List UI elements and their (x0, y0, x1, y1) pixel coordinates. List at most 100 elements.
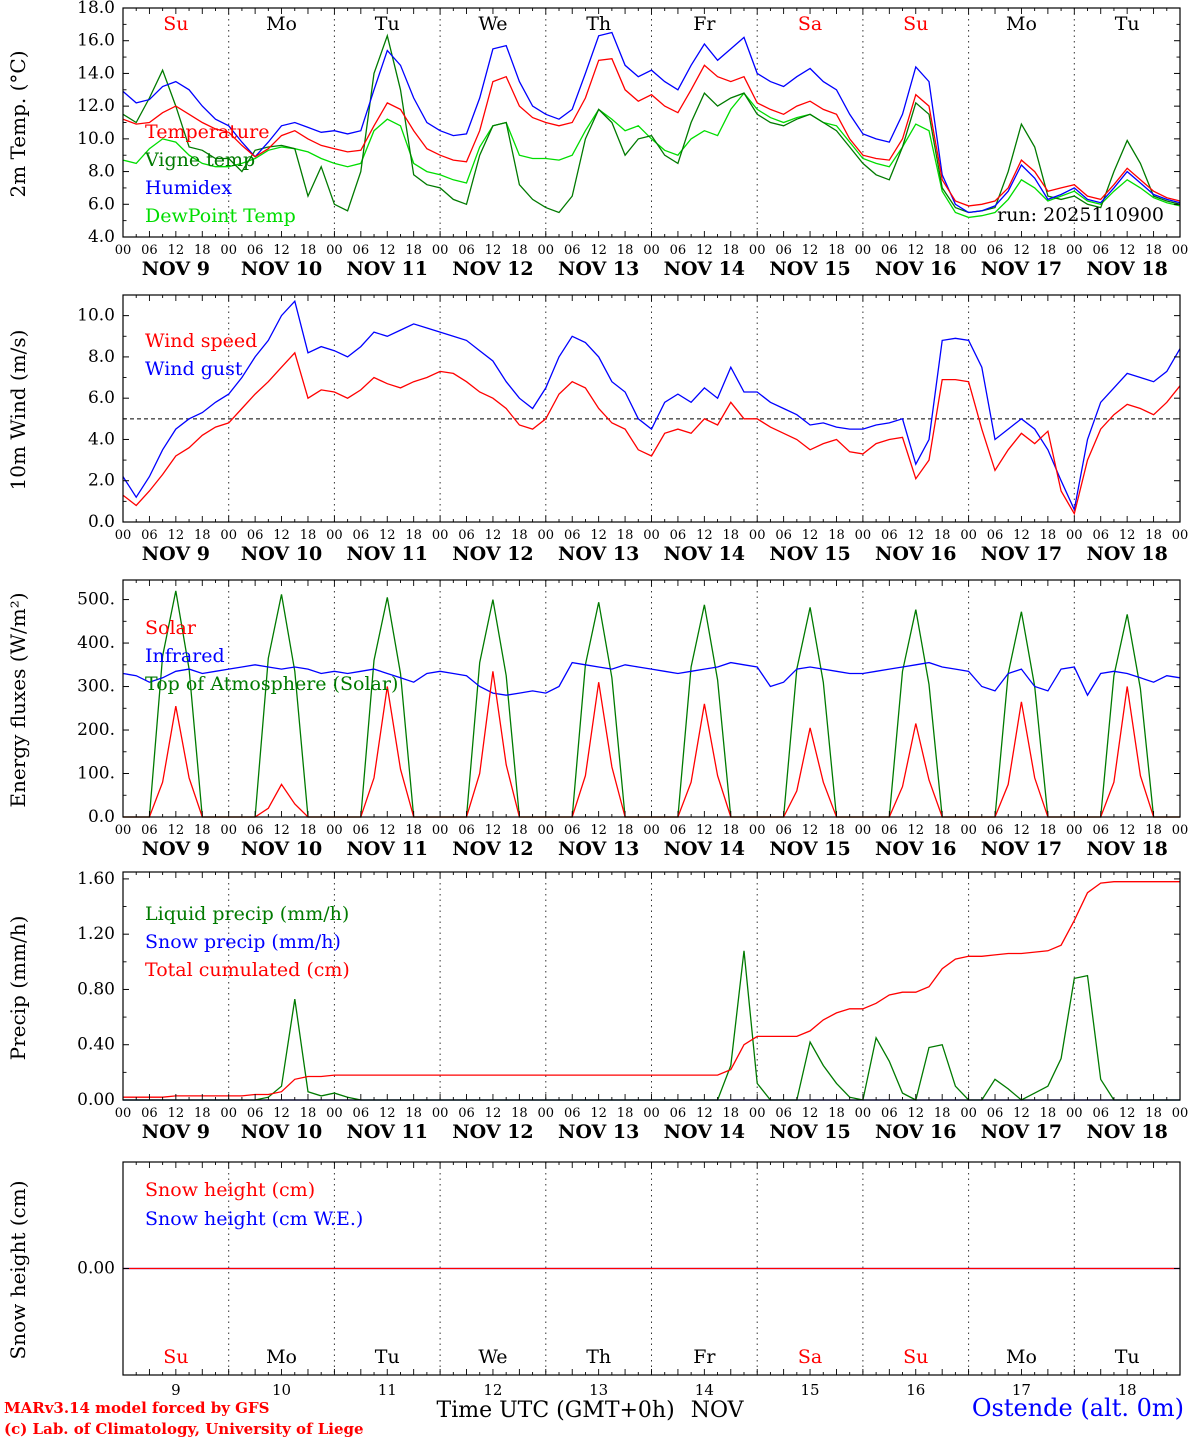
date-label: NOV 10 (241, 1121, 322, 1143)
date-label: NOV 15 (769, 838, 850, 860)
hour-tick-label: 06 (1092, 1106, 1109, 1121)
hour-tick-label: 00 (1066, 243, 1083, 258)
date-label: NOV 13 (558, 543, 639, 565)
date-label: NOV 10 (241, 258, 322, 280)
hour-tick-label: 06 (458, 528, 475, 543)
hour-tick-label: 18 (723, 243, 740, 258)
hour-tick-label: 12 (1013, 528, 1030, 543)
y-axis-label-temperature: 2m Temp. (°C) (6, 50, 30, 198)
date-label: NOV 11 (347, 1121, 428, 1143)
hour-tick-label: 18 (405, 823, 422, 838)
hour-tick-label: 06 (987, 1106, 1004, 1121)
hour-tick-label: 12 (590, 1106, 607, 1121)
hour-tick-label: 12 (379, 1106, 396, 1121)
hour-tick-label: 06 (141, 1106, 158, 1121)
date-label: NOV 17 (981, 1121, 1062, 1143)
date-label: NOV 10 (241, 838, 322, 860)
hour-tick-label: 06 (353, 1106, 370, 1121)
date-label: NOV 16 (875, 838, 956, 860)
hour-tick-label: 18 (511, 1106, 528, 1121)
hour-tick-label: 18 (300, 243, 317, 258)
hour-tick-label: 06 (141, 243, 158, 258)
model-run-label: run: 2025110900 (997, 204, 1164, 226)
hour-tick-label: 00 (1066, 528, 1083, 543)
legend-humidex: Humidex (145, 177, 232, 199)
date-label: NOV 11 (347, 838, 428, 860)
date-label: NOV 9 (142, 258, 210, 280)
y-tick-label: 16.0 (77, 31, 115, 51)
weekday-label: Mo (1006, 1346, 1037, 1368)
hour-tick-label: 00 (115, 1106, 132, 1121)
station-name: Ostende (alt. 0m) (971, 1394, 1184, 1422)
hour-tick-label: 00 (643, 243, 660, 258)
hour-tick-label: 12 (485, 823, 502, 838)
y-tick-label: 10.0 (77, 129, 115, 149)
x-axis-title-text: Time UTC (GMT+0h) (436, 1398, 675, 1423)
hour-tick-label: 12 (168, 823, 185, 838)
legend-wind-gust: Wind gust (145, 358, 243, 380)
hour-tick-label: 00 (326, 528, 343, 543)
date-label: NOV 16 (875, 258, 956, 280)
hour-tick-label: 12 (273, 1106, 290, 1121)
day-number-label: 13 (589, 1381, 608, 1399)
hour-tick-label: 12 (379, 823, 396, 838)
hour-tick-label: 06 (564, 243, 581, 258)
day-number-label: 17 (1012, 1381, 1031, 1399)
x-axis-title: Time UTC (GMT+0h) NOV (370, 1398, 810, 1423)
hour-tick-label: 00 (326, 823, 343, 838)
legend-solar: Solar (145, 617, 197, 639)
y-tick-label: 4.0 (88, 429, 115, 449)
weekday-label: Tu (375, 1346, 400, 1368)
hour-tick-label: 00 (1172, 528, 1189, 543)
hour-tick-label: 18 (405, 528, 422, 543)
hour-tick-label: 06 (1092, 243, 1109, 258)
hour-tick-label: 18 (828, 528, 845, 543)
hour-tick-label: 06 (987, 528, 1004, 543)
hour-tick-label: 18 (300, 528, 317, 543)
hour-tick-label: 00 (326, 1106, 343, 1121)
y-tick-label: 0.00 (77, 1090, 115, 1110)
weekday-label: Mo (266, 13, 297, 35)
hour-tick-label: 00 (960, 528, 977, 543)
y-tick-label: 400. (77, 633, 115, 653)
hour-tick-label: 06 (458, 243, 475, 258)
hour-tick-label: 06 (881, 528, 898, 543)
hour-tick-label: 00 (220, 528, 237, 543)
hour-tick-label: 00 (643, 1106, 660, 1121)
series-dewpoint-temp (122, 92, 1181, 219)
hour-tick-label: 06 (141, 823, 158, 838)
hour-tick-label: 06 (670, 243, 687, 258)
hour-tick-label: 18 (1040, 1106, 1057, 1121)
date-label: NOV 14 (664, 1121, 745, 1143)
legend-top-of-atmosphere-solar-: Top of Atmosphere (Solar) (145, 673, 398, 695)
hour-tick-label: 18 (617, 243, 634, 258)
weekday-label: Sa (798, 13, 822, 35)
hour-tick-label: 18 (934, 823, 951, 838)
date-label: NOV 14 (664, 543, 745, 565)
day-number-label: 16 (906, 1381, 925, 1399)
date-label: NOV 16 (875, 1121, 956, 1143)
hour-tick-label: 12 (485, 1106, 502, 1121)
hour-tick-label: 06 (987, 243, 1004, 258)
hour-tick-label: 12 (379, 243, 396, 258)
hour-tick-label: 18 (405, 1106, 422, 1121)
hour-tick-label: 06 (670, 528, 687, 543)
hour-tick-label: 06 (1092, 823, 1109, 838)
weekday-label: Su (163, 1346, 188, 1368)
date-label: NOV 18 (1086, 1121, 1167, 1143)
y-tick-label: 8.0 (88, 162, 115, 182)
hour-tick-label: 00 (960, 823, 977, 838)
hour-tick-label: 18 (300, 1106, 317, 1121)
hour-tick-label: 00 (749, 243, 766, 258)
hour-tick-label: 00 (749, 823, 766, 838)
model-credit-line1: MARv3.14 model forced by GFS (4, 1399, 270, 1417)
y-tick-label: 4.0 (88, 227, 115, 247)
hour-tick-label: 18 (617, 528, 634, 543)
date-label: NOV 14 (664, 838, 745, 860)
y-tick-label: 0.0 (88, 807, 115, 827)
hour-tick-label: 18 (1145, 528, 1162, 543)
panel-wind: 10.08.06.04.02.00.000 06 12 18 00 06 12 18 00 06 1… (77, 294, 1189, 565)
day-number-label: 9 (171, 1381, 181, 1399)
date-label: NOV 13 (558, 1121, 639, 1143)
